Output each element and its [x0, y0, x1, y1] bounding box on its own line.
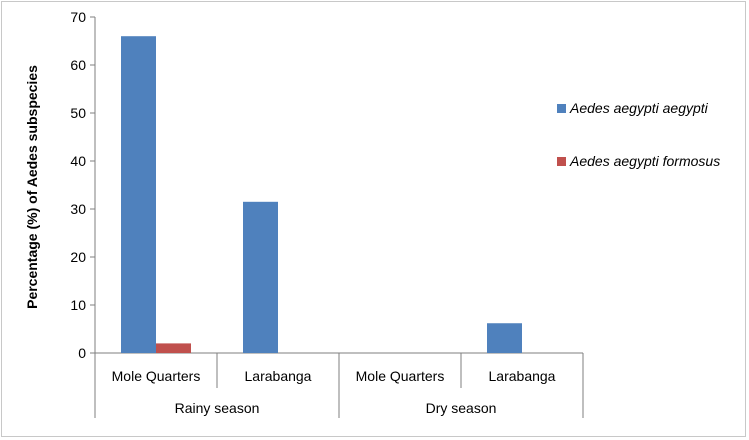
y-tick-label: 20 — [70, 249, 86, 265]
x-group-label: Dry season — [426, 400, 497, 416]
bar — [243, 201, 278, 353]
y-tick-label: 40 — [70, 153, 86, 169]
legend-swatch — [557, 104, 566, 113]
y-tick-label: 10 — [70, 297, 86, 313]
legend: Aedes aegypti aegypti Aedes aegypti formo… — [557, 100, 720, 169]
labels: 0 10 20 30 40 50 60 70 Mole Quarters Larabanga Mol… — [70, 9, 555, 416]
bar — [121, 36, 156, 353]
y-tick-label: 70 — [70, 9, 86, 25]
bars — [121, 36, 522, 353]
x-group-label: Rainy season — [175, 400, 260, 416]
axes — [90, 16, 584, 418]
legend-swatch — [557, 157, 566, 166]
y-tick-label: 30 — [70, 201, 86, 217]
x-category-label: Larabanga — [489, 368, 556, 384]
x-category-label: Mole Quarters — [112, 368, 201, 384]
y-axis-label: Percentage (%) of Aedes subspecies — [24, 65, 40, 309]
y-tick-label: 50 — [70, 105, 86, 121]
bar — [487, 323, 522, 353]
bar — [156, 343, 191, 353]
x-category-label: Larabanga — [245, 368, 312, 384]
y-tick-label: 0 — [78, 345, 86, 361]
legend-label: Aedes aegypti aegypti — [569, 100, 709, 116]
x-category-label: Mole Quarters — [356, 368, 445, 384]
y-tick-label: 60 — [70, 57, 86, 73]
legend-label: Aedes aegypti formosus — [569, 153, 720, 169]
